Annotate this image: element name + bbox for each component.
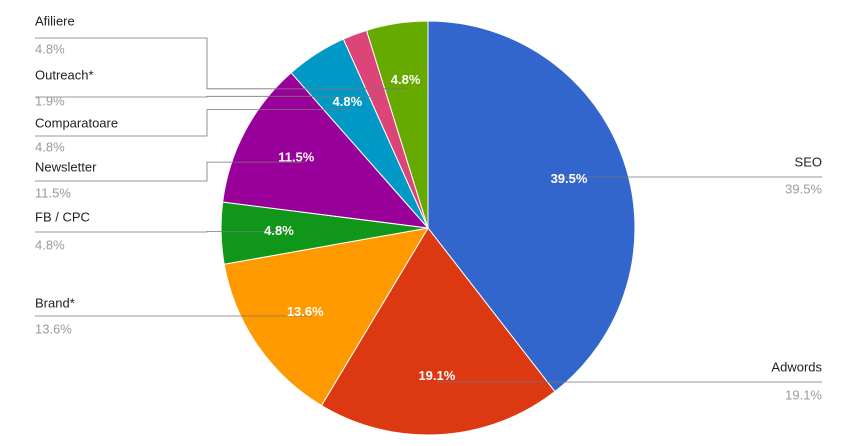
leader-line: [35, 161, 304, 182]
legend-value: 4.8%: [35, 41, 65, 56]
legend-label: Brand*: [35, 295, 75, 310]
legend-value: 39.5%: [785, 181, 822, 196]
slice-label: 4.8%: [264, 223, 294, 238]
slice-label: 4.8%: [333, 94, 363, 109]
pie-slice: [365, 20, 429, 229]
legend-label: Afiliere: [35, 13, 75, 28]
legend-label: Adwords: [771, 359, 822, 374]
slice-label: 13.6%: [287, 304, 324, 319]
legend-value: 11.5%: [35, 185, 71, 200]
pie-slice: [222, 72, 430, 229]
legend-label: SEO: [795, 154, 822, 169]
leader-line: [35, 37, 407, 90]
legend-value: 4.8%: [35, 139, 65, 154]
legend-label: FB / CPC: [35, 209, 90, 224]
legend-value: 4.8%: [35, 237, 65, 252]
legend-label: Comparatoare: [35, 115, 118, 130]
legend-label: Newsletter: [35, 159, 97, 174]
slice-label: 4.8%: [391, 72, 421, 87]
pie-slice: [223, 227, 429, 407]
leader-line: [35, 109, 352, 137]
slice-label: 11.5%: [278, 150, 315, 165]
legend-value: 1.9%: [35, 93, 65, 108]
leader-line: [35, 95, 379, 98]
pie-slice: [427, 20, 636, 393]
legend-value: 19.1%: [785, 387, 822, 402]
pie-slice: [320, 227, 556, 436]
slice-label: 19.1%: [418, 368, 455, 383]
legend-value: 13.6%: [35, 321, 72, 336]
slice-label: 39.5%: [551, 171, 588, 186]
legend-label: Outreach*: [35, 67, 94, 82]
